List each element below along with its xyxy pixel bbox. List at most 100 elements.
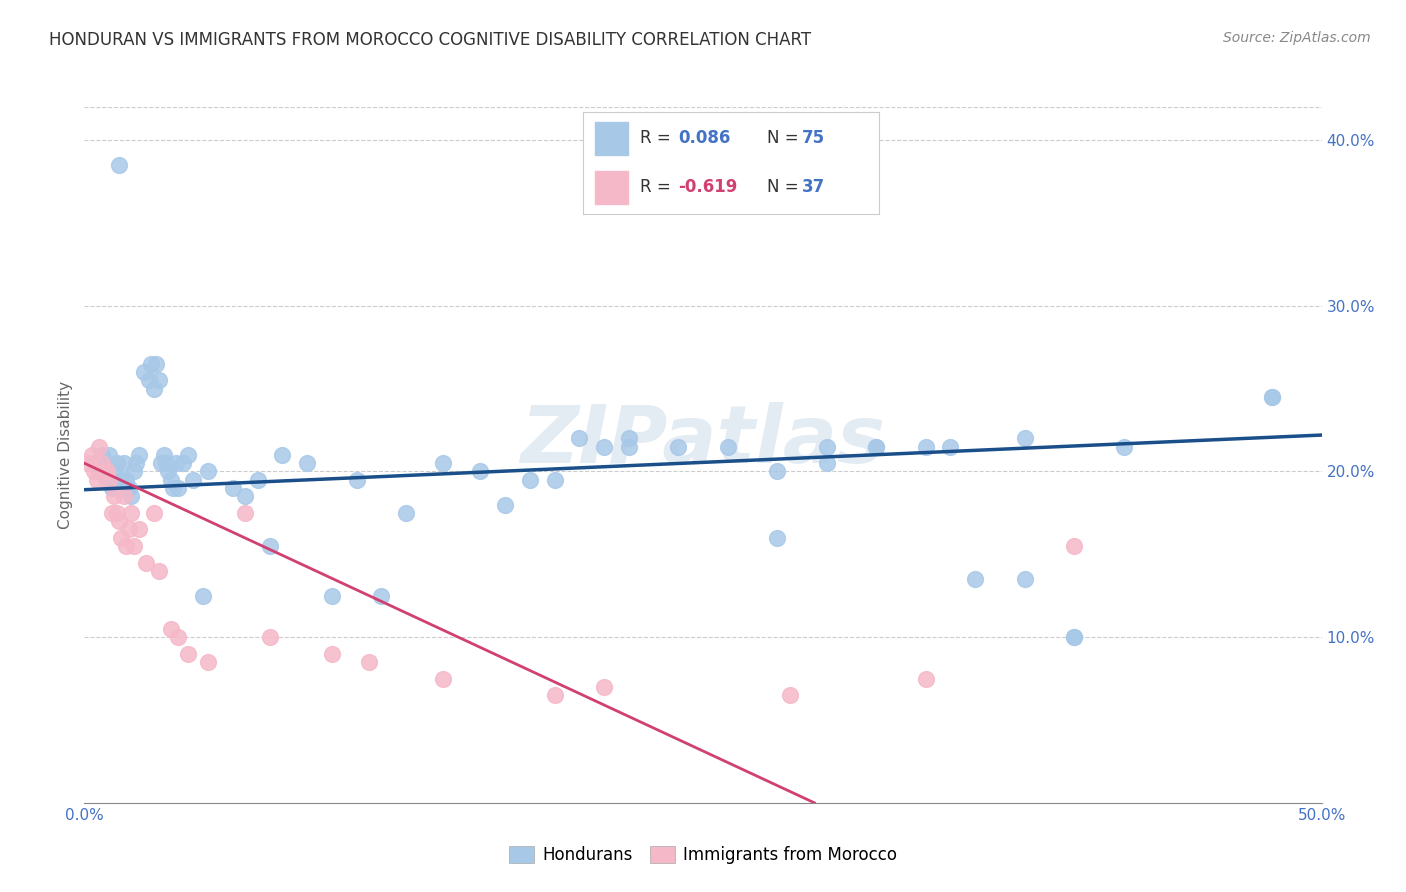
Point [717, 440, 740, 454]
Point [89, 465, 111, 479]
Point [191, 589, 214, 603]
Point [100, 481, 122, 495]
Point [122, 465, 145, 479]
Point [259, 630, 281, 644]
Point [766, 465, 789, 479]
Point [346, 473, 368, 487]
Point [568, 431, 591, 445]
Point [120, 506, 142, 520]
Point [135, 556, 157, 570]
Point [122, 539, 145, 553]
Text: N =: N = [766, 178, 803, 196]
Point [181, 473, 204, 487]
Point [89, 440, 111, 454]
Point [779, 688, 801, 702]
Point [160, 473, 183, 487]
Point [1261, 390, 1284, 404]
Point [93, 465, 115, 479]
Point [142, 382, 165, 396]
Point [815, 440, 838, 454]
Point [197, 655, 219, 669]
Point [108, 158, 131, 172]
Point [152, 448, 174, 462]
Point [157, 465, 180, 479]
Bar [595, 122, 627, 154]
Point [148, 373, 170, 387]
Bar [595, 171, 627, 204]
Point [233, 489, 256, 503]
Point [83, 465, 105, 479]
Point [118, 523, 141, 537]
Y-axis label: Cognitive Disability: Cognitive Disability [58, 381, 73, 529]
Point [145, 357, 167, 371]
Point [1063, 539, 1085, 553]
Point [98, 473, 121, 487]
Point [1112, 440, 1135, 454]
Point [914, 440, 936, 454]
Point [593, 440, 616, 454]
Point [259, 539, 281, 553]
Point [110, 531, 132, 545]
Point [543, 473, 565, 487]
Point [197, 465, 219, 479]
Point [167, 630, 190, 644]
Point [93, 465, 115, 479]
Point [357, 655, 380, 669]
Point [128, 448, 150, 462]
Point [148, 564, 170, 578]
Point [617, 431, 640, 445]
Point [132, 365, 155, 379]
Point [160, 622, 183, 636]
Point [432, 672, 454, 686]
Point [271, 448, 294, 462]
Point [103, 465, 125, 479]
Point [1014, 431, 1036, 445]
Point [118, 481, 141, 495]
Point [162, 481, 184, 495]
Point [79, 456, 101, 470]
Point [177, 448, 200, 462]
Point [1014, 572, 1036, 586]
Text: R =: R = [640, 129, 676, 147]
Point [321, 589, 343, 603]
Point [103, 489, 125, 503]
Point [80, 448, 103, 462]
Point [1063, 630, 1085, 644]
Point [666, 440, 689, 454]
Text: 75: 75 [801, 129, 825, 147]
Point [108, 481, 131, 495]
Point [90, 448, 112, 462]
Point [105, 506, 128, 520]
Point [98, 448, 121, 462]
Text: ZIPatlas: ZIPatlas [520, 402, 886, 480]
Point [222, 481, 245, 495]
Point [370, 589, 392, 603]
Point [1063, 630, 1085, 644]
Point [141, 357, 163, 371]
Point [115, 473, 138, 487]
Point [96, 465, 118, 479]
Point [519, 473, 541, 487]
Point [432, 456, 454, 470]
Point [100, 506, 122, 520]
Text: Source: ZipAtlas.com: Source: ZipAtlas.com [1223, 31, 1371, 45]
Point [865, 440, 887, 454]
Point [108, 514, 131, 528]
Point [96, 473, 118, 487]
Point [617, 440, 640, 454]
Point [1261, 390, 1284, 404]
Point [86, 456, 108, 470]
Point [593, 680, 616, 694]
Point [165, 456, 187, 470]
Point [90, 456, 112, 470]
Point [105, 456, 128, 470]
Point [246, 473, 269, 487]
Point [177, 647, 200, 661]
Point [142, 506, 165, 520]
Point [395, 506, 418, 520]
Point [112, 489, 135, 503]
Text: 0.086: 0.086 [678, 129, 730, 147]
Point [112, 456, 135, 470]
Point [150, 456, 173, 470]
Point [120, 489, 142, 503]
